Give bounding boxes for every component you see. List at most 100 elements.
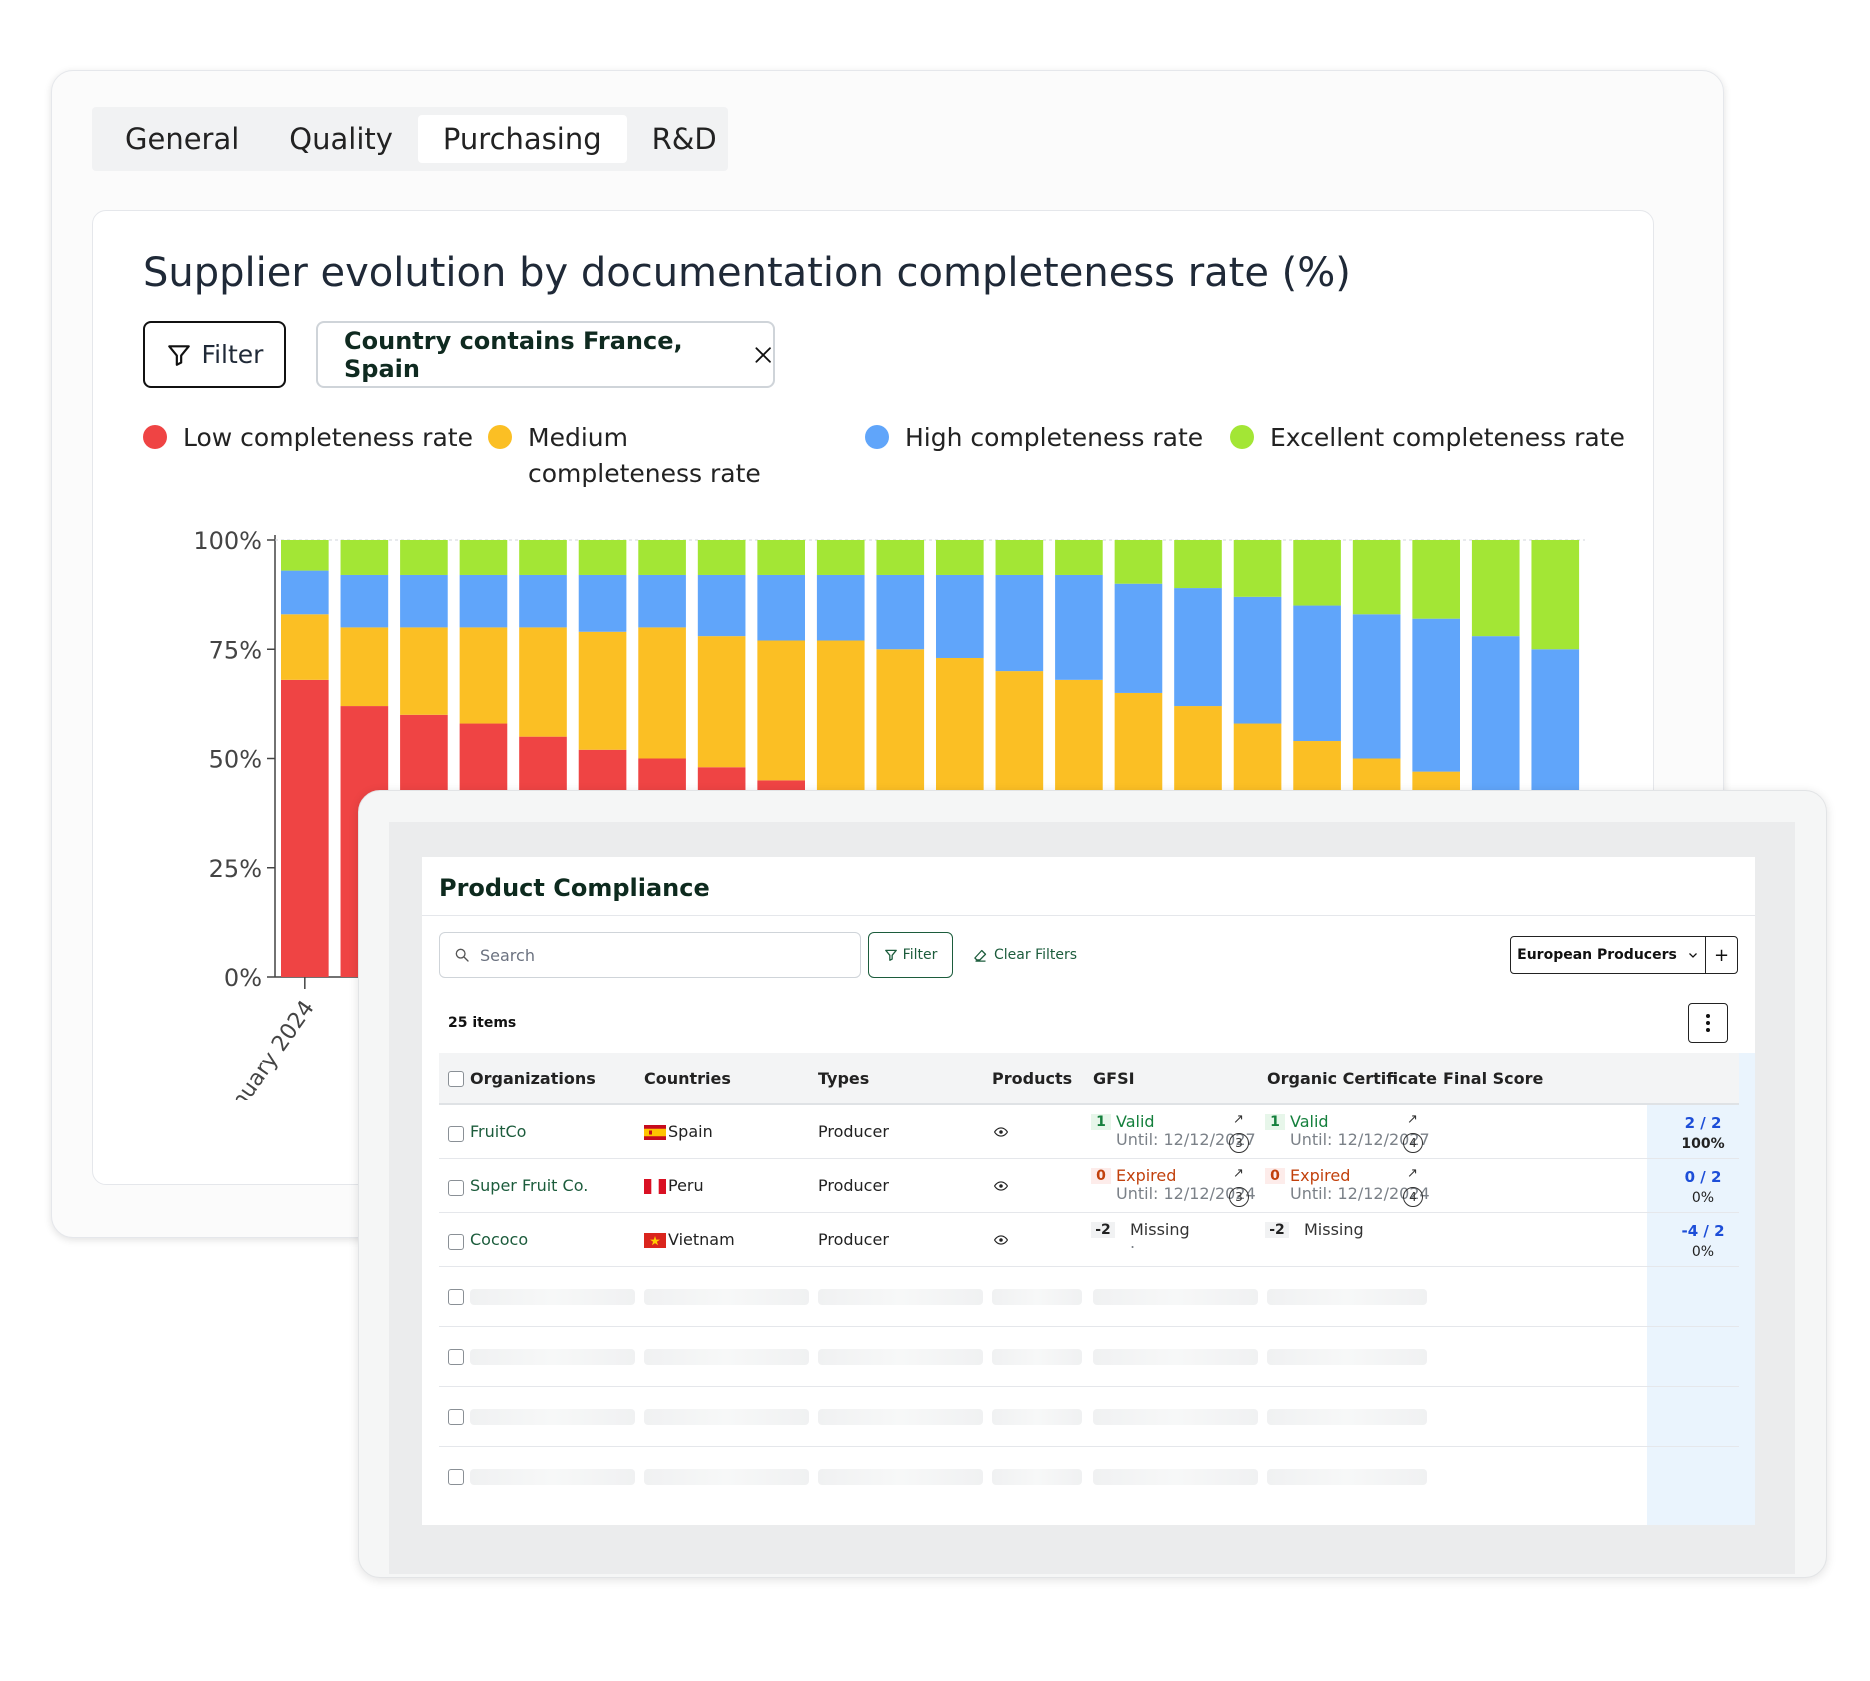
skeleton-cell <box>992 1349 1082 1365</box>
bar-segment <box>995 574 1044 672</box>
bar-segment <box>281 570 329 615</box>
gfsi-status: Expired <box>1116 1166 1177 1185</box>
table-filter-button[interactable]: Filter <box>868 932 953 978</box>
external-link-icon[interactable]: ↗ <box>1233 1166 1244 1181</box>
organization-link[interactable]: Super Fruit Co. <box>470 1176 589 1195</box>
eye-icon[interactable] <box>994 1125 1008 1139</box>
bar-segment <box>1174 588 1222 707</box>
legend-item-medium: Medium completeness rate <box>488 420 808 492</box>
add-view-button[interactable]: + <box>1705 936 1738 974</box>
eye-icon[interactable] <box>994 1233 1008 1247</box>
row-checkbox[interactable] <box>448 1349 464 1365</box>
column-header-types[interactable]: Types <box>818 1069 870 1088</box>
row-checkbox[interactable] <box>448 1180 464 1196</box>
divider <box>422 915 1755 916</box>
saved-view-select[interactable]: European Producers <box>1510 936 1706 974</box>
y-tick-label: 100% <box>193 527 262 555</box>
bar-segment <box>459 574 508 628</box>
country-name: Spain <box>668 1122 713 1141</box>
bar-segment <box>1293 540 1341 606</box>
legend-label: Medium completeness rate <box>528 423 761 488</box>
external-link-icon[interactable]: ↗ <box>1407 1166 1418 1181</box>
row-checkbox[interactable] <box>448 1126 464 1142</box>
type-value: Producer <box>818 1122 889 1141</box>
legend-item-excellent: Excellent completeness rate <box>1230 420 1625 456</box>
bar-segment <box>578 631 627 750</box>
bar-segment <box>1352 614 1401 759</box>
bar-segment <box>340 540 389 575</box>
organic-doc-count[interactable]: 4 <box>1403 1187 1423 1207</box>
row-checkbox[interactable] <box>448 1234 464 1250</box>
bar-segment <box>519 574 567 628</box>
y-tick-label: 0% <box>224 964 262 992</box>
close-icon[interactable] <box>753 344 773 366</box>
gfsi-until: Until: 12/12/2027 <box>1116 1130 1256 1149</box>
tab-purchasing[interactable]: Purchasing <box>417 115 627 163</box>
column-header-countries[interactable]: Countries <box>644 1069 731 1088</box>
skeleton-cell <box>1093 1409 1258 1425</box>
external-link-icon[interactable]: ↗ <box>1233 1112 1244 1127</box>
bar-segment <box>936 574 984 658</box>
organic-doc-count[interactable]: 4 <box>1403 1133 1423 1153</box>
legend-item-high: High completeness rate <box>865 420 1203 456</box>
bar-segment <box>1055 540 1103 575</box>
skeleton-cell <box>1267 1289 1427 1305</box>
eraser-icon <box>974 949 987 962</box>
organic-until: Until: 12/12/2024 <box>1290 1184 1430 1203</box>
skeleton-row <box>439 1387 1739 1447</box>
gfsi-count: 1 <box>1091 1114 1111 1130</box>
legend-label: High completeness rate <box>905 423 1204 452</box>
external-link-icon[interactable]: ↗ <box>1407 1112 1418 1127</box>
column-header-organic-certificate[interactable]: Organic Certificate <box>1267 1069 1437 1088</box>
items-count: 25 items <box>448 1015 517 1031</box>
final-score: 2 / 2 <box>1684 1114 1722 1132</box>
final-score-percent: 0% <box>1691 1244 1715 1260</box>
column-header-organizations[interactable]: Organizations <box>470 1069 596 1088</box>
bar-segment <box>757 574 805 641</box>
row-checkbox[interactable] <box>448 1289 464 1305</box>
chart-filter-button[interactable]: Filter <box>143 321 286 388</box>
search-input[interactable]: Search <box>439 932 861 978</box>
bar-segment <box>638 540 686 575</box>
more-options-button[interactable] <box>1688 1003 1728 1043</box>
tab-rd[interactable]: R&D <box>651 122 717 156</box>
clear-filters-button[interactable]: Clear Filters <box>973 932 1077 978</box>
tab-bar: General Quality Purchasing R&D <box>92 107 728 171</box>
bar-segment <box>995 540 1044 575</box>
organization-link[interactable]: FruitCo <box>470 1122 527 1141</box>
chart-title: Supplier evolution by documentation comp… <box>143 250 1351 296</box>
skeleton-cell <box>470 1289 635 1305</box>
gfsi-doc-count[interactable]: 3 <box>1229 1187 1249 1207</box>
tab-quality[interactable]: Quality <box>289 122 393 156</box>
final-score: -4 / 2 <box>1681 1222 1725 1240</box>
row-checkbox[interactable] <box>448 1469 464 1485</box>
select-all-checkbox[interactable] <box>448 1071 464 1087</box>
table-row[interactable]: Cococo Vietnam Producer -2 Missing . -2 … <box>439 1213 1739 1267</box>
bar-segment <box>816 540 865 575</box>
column-header-gfsi[interactable]: GFSI <box>1093 1069 1135 1088</box>
eye-icon[interactable] <box>994 1179 1008 1193</box>
organization-link[interactable]: Cococo <box>470 1230 529 1249</box>
bar-segment <box>400 540 448 575</box>
y-tick-label: 75% <box>209 636 262 664</box>
table-row[interactable]: Super Fruit Co. Peru Producer 0 Expired … <box>439 1159 1739 1213</box>
skeleton-row <box>439 1447 1739 1507</box>
bar-segment <box>638 574 686 628</box>
table-row[interactable]: FruitCo Spain Producer 1 Valid Until: 12… <box>439 1105 1739 1159</box>
bar-segment <box>876 540 925 575</box>
gfsi-doc-count[interactable]: 3 <box>1229 1133 1249 1153</box>
skeleton-cell <box>818 1289 983 1305</box>
legend-item-low: Low completeness rate <box>143 420 473 456</box>
tab-general[interactable]: General <box>125 122 240 156</box>
skeleton-cell <box>470 1409 635 1425</box>
bar-segment <box>578 540 627 575</box>
bar-segment <box>816 640 865 794</box>
column-header-products[interactable]: Products <box>992 1069 1073 1088</box>
bar-segment <box>281 540 329 571</box>
row-checkbox[interactable] <box>448 1409 464 1425</box>
column-header-final-score[interactable]: Final Score <box>1443 1069 1544 1088</box>
active-filter-chip[interactable]: Country contains France, Spain <box>316 321 775 388</box>
skeleton-cell <box>644 1349 809 1365</box>
bar-segment <box>1114 540 1163 584</box>
organic-status: Expired <box>1290 1166 1351 1185</box>
